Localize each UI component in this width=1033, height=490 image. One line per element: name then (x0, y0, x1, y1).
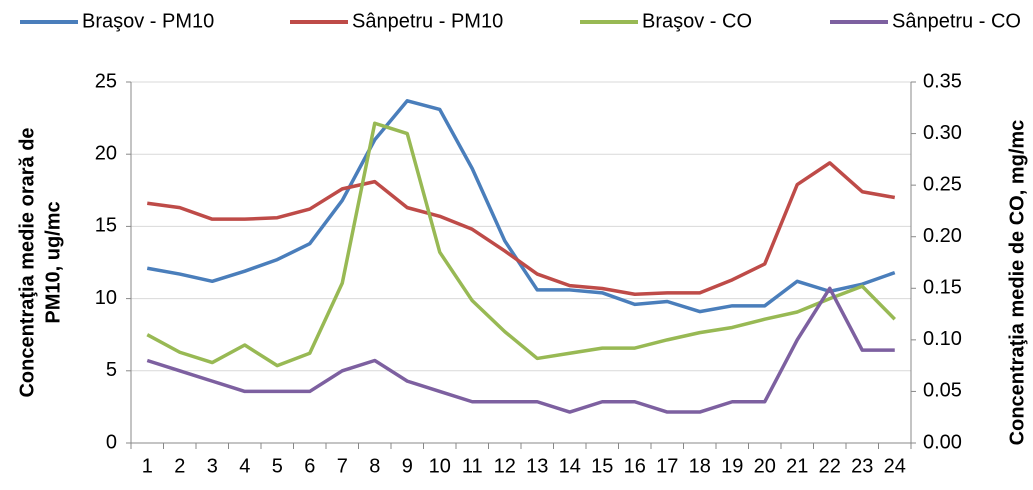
series-line (146, 121, 896, 368)
y-tick-label: 0 (106, 431, 117, 453)
legend-label: Sânpetru - PM10 (352, 10, 503, 32)
y2-tick-label: 0.15 (923, 277, 962, 299)
x-tick-label: 20 (754, 455, 776, 477)
x-tick-label: 10 (429, 455, 451, 477)
x-tick-label: 5 (272, 455, 283, 477)
x-tick-label: 21 (786, 455, 808, 477)
x-tick-label: 3 (207, 455, 218, 477)
y-tick-label: 5 (106, 359, 117, 381)
y2-tick-label: 0.10 (923, 328, 962, 350)
x-tick-label: 1 (142, 455, 153, 477)
y-tick-label: 10 (95, 287, 117, 309)
x-tick-label: 18 (689, 455, 711, 477)
y-tick-label: 25 (95, 70, 117, 92)
x-tick-label: 4 (239, 455, 250, 477)
y-tick-label: 15 (95, 215, 117, 237)
y2-tick-label: 0.00 (923, 431, 962, 453)
series-line (146, 286, 895, 414)
x-tick-label: 19 (721, 455, 743, 477)
x-tick-label: 9 (402, 455, 413, 477)
x-tick-label: 24 (884, 455, 906, 477)
x-tick-label: 11 (462, 455, 483, 477)
x-tick-label: 17 (656, 455, 678, 477)
x-tick-label: 6 (304, 455, 315, 477)
y2-tick-label: 0.30 (923, 122, 962, 144)
series-line (147, 161, 896, 297)
x-tick-label: 7 (337, 455, 348, 477)
x-tick-label: 14 (559, 455, 581, 477)
legend-label: Braşov - PM10 (82, 10, 214, 32)
x-tick-label: 23 (851, 455, 873, 477)
legend-label: Braşov - CO (642, 10, 752, 32)
y-axis-title: Concentraţia medie orară de (16, 127, 38, 397)
series-line (146, 99, 896, 314)
y-axis-title: PM10, ug/mc (42, 201, 64, 323)
x-tick-label: 15 (591, 455, 613, 477)
y-tick-label: 20 (95, 142, 117, 164)
x-tick-label: 16 (624, 455, 646, 477)
x-tick-label: 12 (494, 455, 516, 477)
y2-tick-label: 0.35 (923, 70, 962, 92)
y2-tick-label: 0.20 (923, 225, 962, 247)
y2-axis-title: Concentraţia medie de CO, mg/mc (1006, 120, 1028, 446)
x-tick-label: 8 (369, 455, 380, 477)
legend-label: Sânpetru - CO (892, 10, 1021, 32)
y2-tick-label: 0.25 (923, 173, 962, 195)
x-tick-label: 13 (526, 455, 548, 477)
y2-tick-label: 0.05 (923, 380, 962, 402)
x-tick-label: 22 (819, 455, 841, 477)
x-tick-label: 2 (174, 455, 185, 477)
